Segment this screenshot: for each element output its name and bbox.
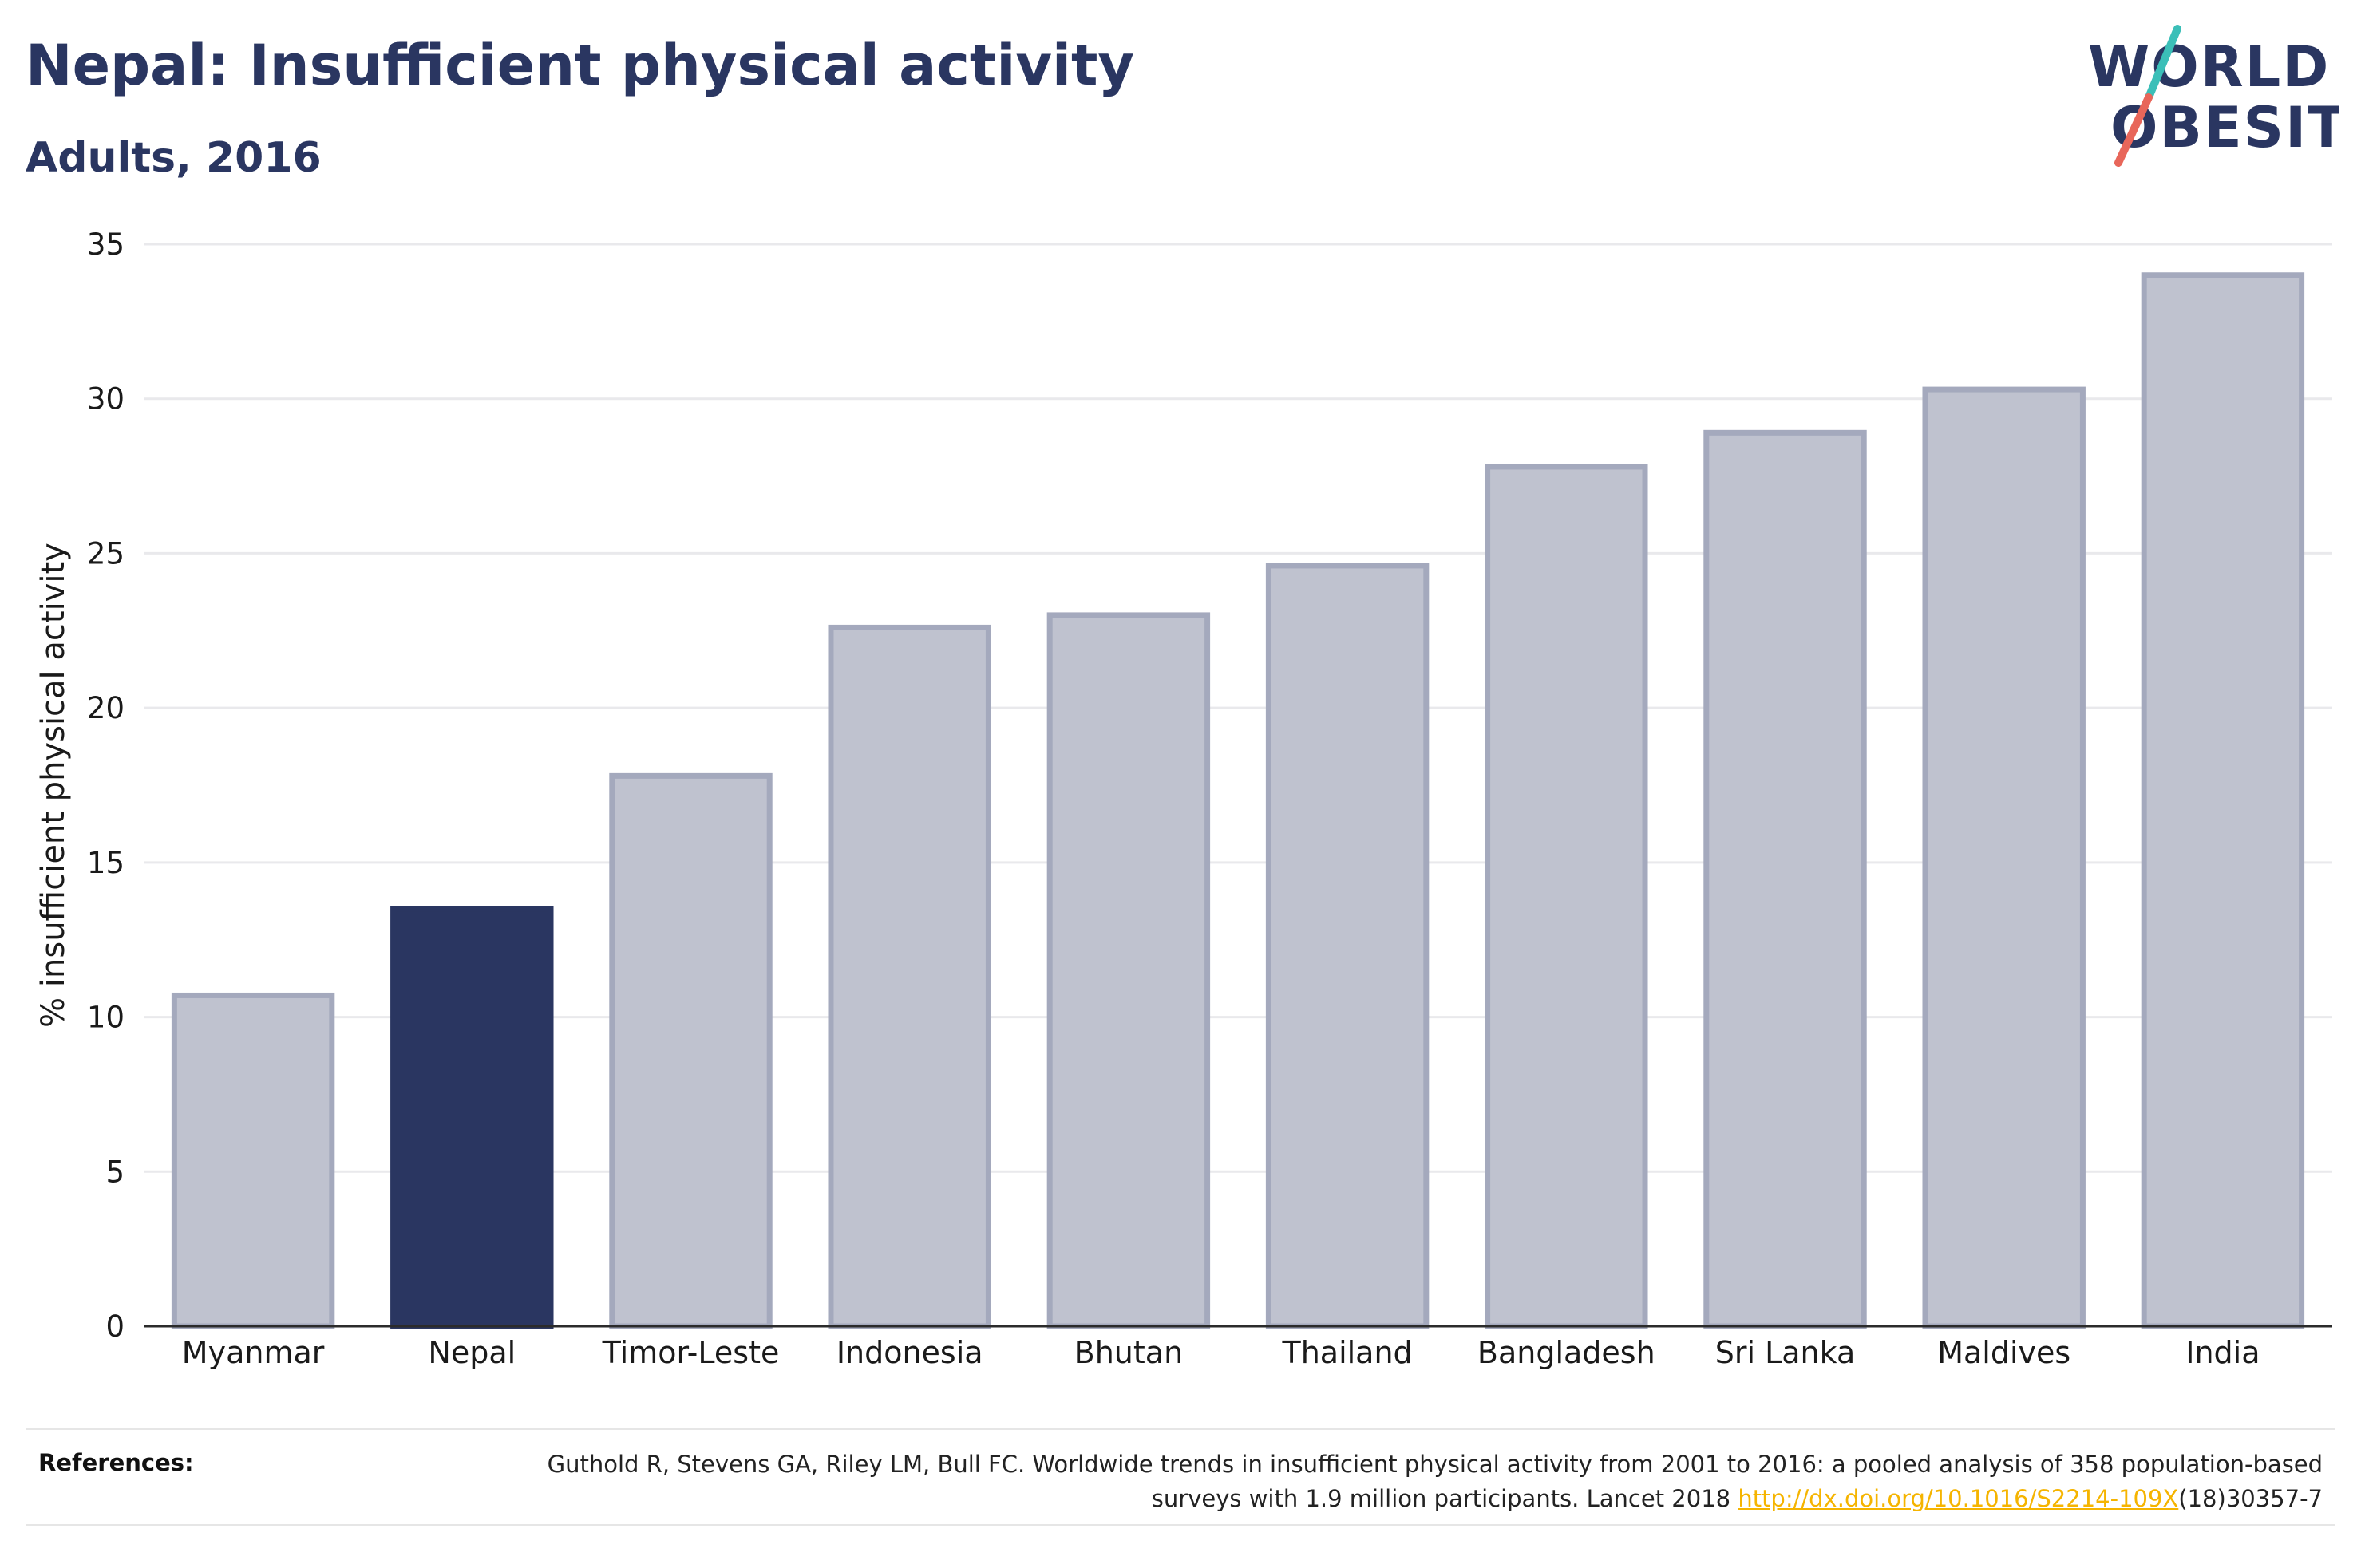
y-tick-label: 15 [87,846,125,880]
bar-indonesia [828,624,991,1329]
x-category-label: Indonesia [836,1335,983,1370]
chart-title: Nepal: Insufficient physical activity [26,33,1135,98]
x-category-label: Myanmar [182,1335,325,1370]
x-category-label: Nepal [428,1335,516,1370]
logo-slash-top [2145,25,2181,101]
bar-india [2141,272,2305,1329]
x-category-label: Bhutan [1074,1335,1184,1370]
y-tick-label: 5 [105,1155,125,1189]
x-category-label: Timor-Leste [602,1335,780,1370]
y-tick-label: 35 [87,227,125,262]
bar-sri-lanka [1703,429,1867,1329]
y-tick-label: 25 [87,536,125,571]
y-axis-ticks: 0 5 10 15 20 25 30 35 [87,227,125,1344]
x-category-label: Bangladesh [1477,1335,1655,1370]
y-tick-label: 20 [87,691,125,725]
references-doi-link[interactable]: http://dx.doi.org/10.1016/S2214-109X [1738,1485,2179,1512]
bar-chart: 0 5 10 15 20 25 30 35 Myanmar Nepal Timor-Leste In… [35,227,2332,1370]
bar-myanmar [171,992,335,1329]
x-category-label: Maldives [1937,1335,2070,1370]
references-label: References: [38,1449,194,1476]
bar-bhutan [1046,612,1211,1329]
bar-maldives [1922,386,2086,1329]
bar-bangladesh [1485,464,1648,1329]
bar-nepal [390,906,554,1329]
logo-word-world: WORLD [2088,34,2330,100]
references-panel: References: Guthold R, Stevens GA, Riley… [26,1428,2335,1526]
bar-timor-leste [609,772,773,1329]
y-tick-label: 0 [105,1309,125,1344]
x-category-label: Thailand [1281,1335,1412,1370]
bars [171,272,2305,1329]
y-tick-label: 10 [87,1001,125,1035]
chart-subtitle: Adults, 2016 [26,134,322,182]
world-obesity-logo: WORLD OBESITY [2088,25,2339,167]
references-citation-suffix: (18)30357-7 [2178,1485,2323,1512]
x-category-label: Sri Lanka [1715,1335,1856,1370]
bar-thailand [1265,563,1430,1329]
references-text: Guthold R, Stevens GA, Riley LM, Bull FC… [487,1448,2323,1516]
x-category-label: India [2185,1335,2260,1370]
references-citation: Guthold R, Stevens GA, Riley LM, Bull FC… [547,1451,2323,1512]
y-axis-label: % insufficient physical activity [35,543,72,1028]
y-tick-label: 30 [87,382,125,417]
logo-slash-bottom [2114,93,2153,167]
x-axis-categories: Myanmar Nepal Timor-Leste Indonesia Bhutan Th… [182,1335,2260,1370]
